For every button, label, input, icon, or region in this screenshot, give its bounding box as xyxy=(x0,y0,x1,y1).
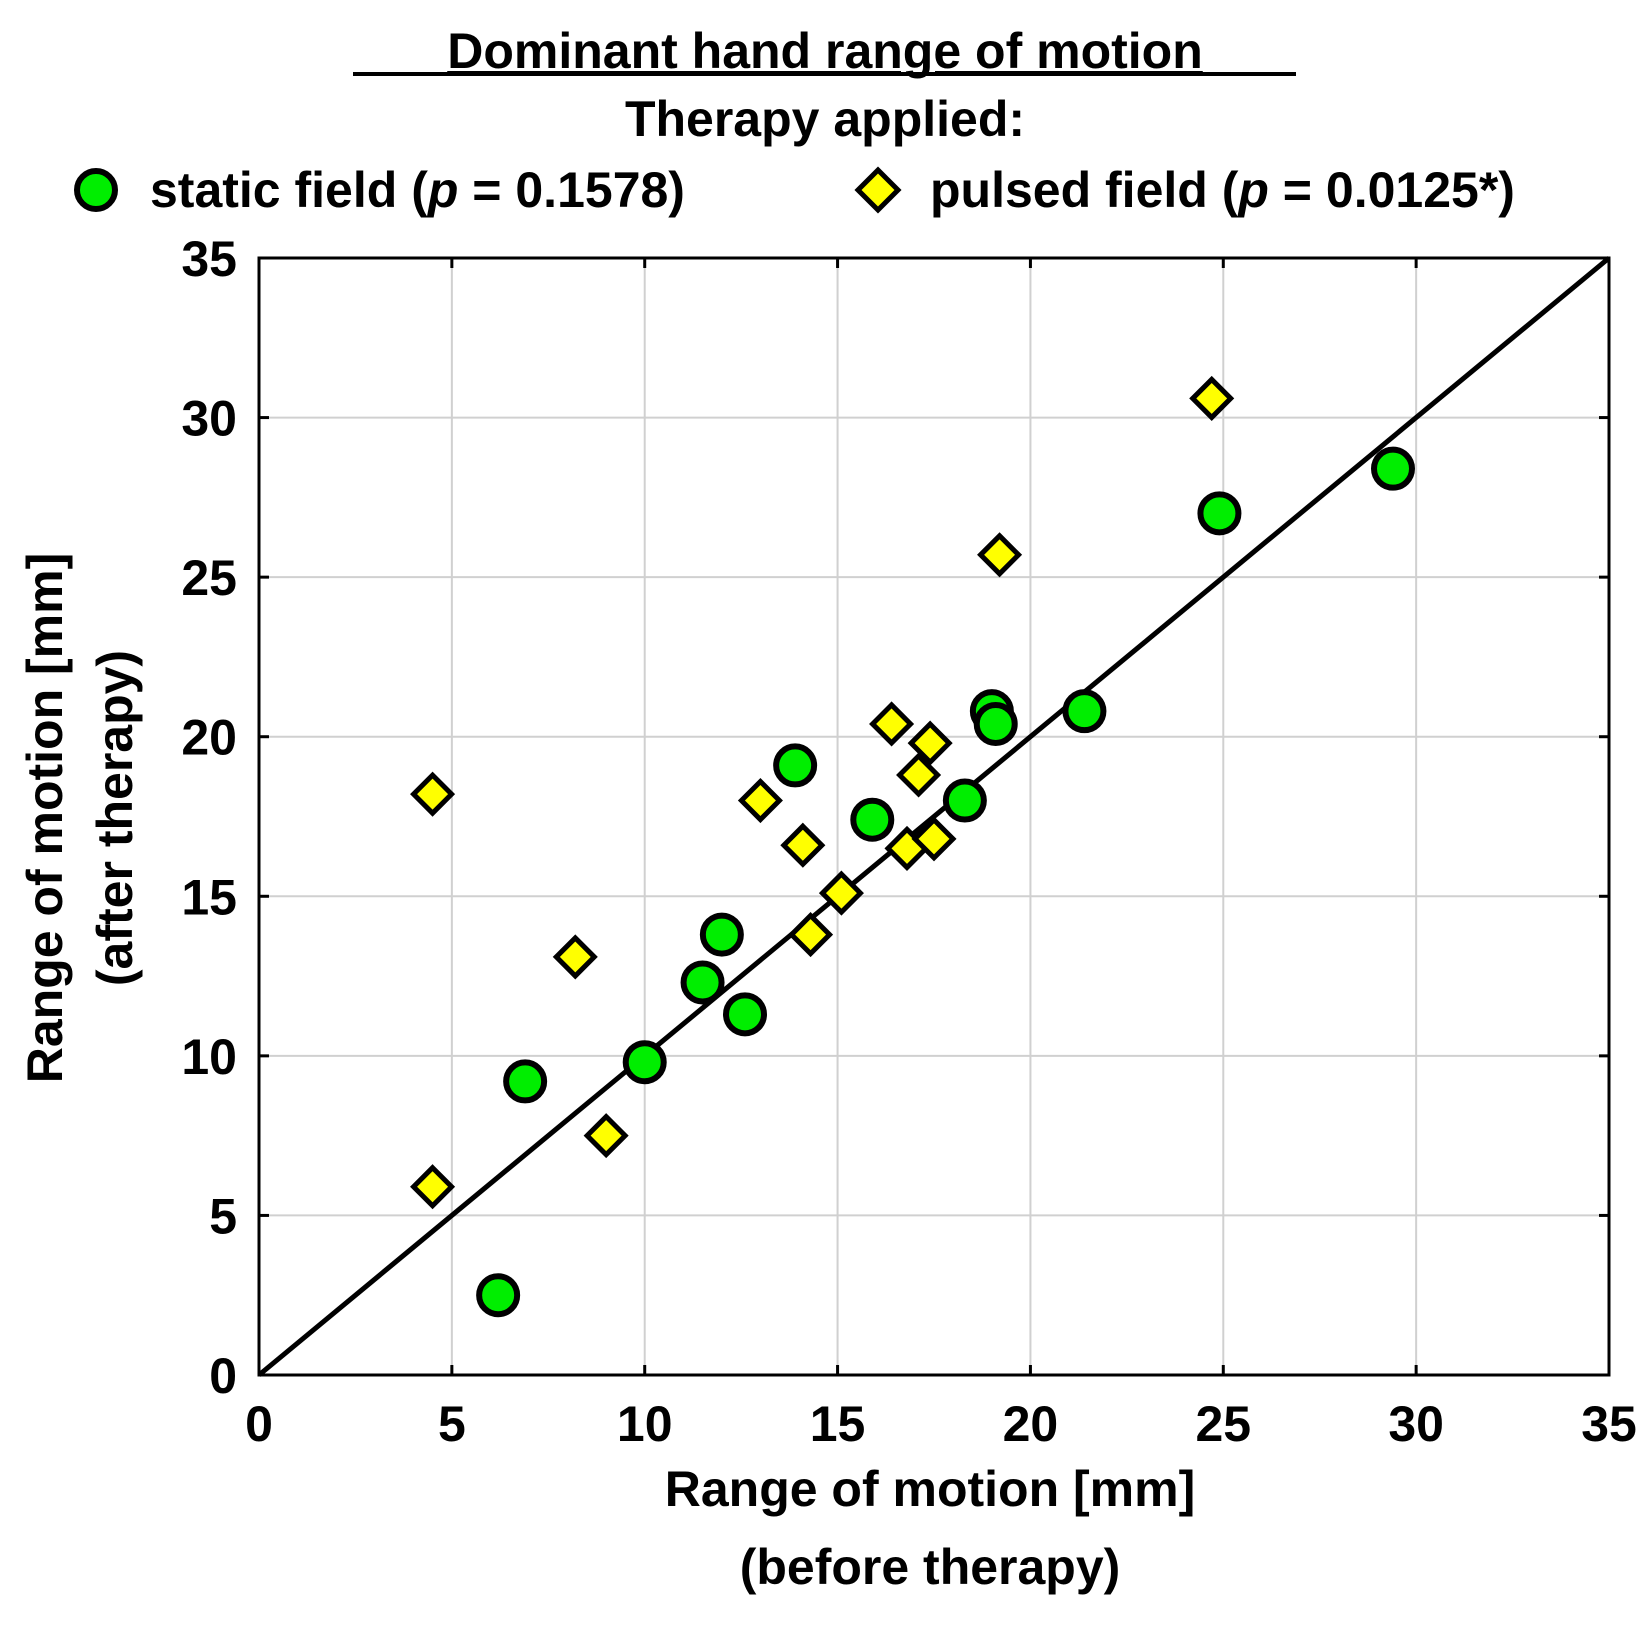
y-tick-labels: 0 5 10 15 20 25 30 35 xyxy=(181,231,237,1404)
y-tick-label: 0 xyxy=(209,1348,237,1404)
legend-pulsed-marker xyxy=(854,166,902,214)
static-field-point xyxy=(1371,446,1415,491)
pulsed-field-point xyxy=(818,870,864,916)
x-axis-label-line2: (before therapy) xyxy=(740,1539,1121,1595)
y-tick-label: 20 xyxy=(181,710,237,766)
tick-marks xyxy=(257,256,1611,1377)
legend-pulsed-name: pulsed field xyxy=(930,162,1208,218)
static-field-point xyxy=(773,743,818,788)
x-tick-label: 30 xyxy=(1388,1396,1444,1452)
series-static-field xyxy=(476,446,1415,1318)
pulsed-field-point xyxy=(911,816,957,862)
static-field-point xyxy=(723,992,767,1037)
static-field-point xyxy=(942,778,987,823)
pulsed-field-point xyxy=(896,752,942,798)
static-field-point xyxy=(476,1273,521,1318)
x-axis-label-line1: Range of motion [mm] xyxy=(665,1461,1196,1517)
x-tick-label: 15 xyxy=(810,1396,866,1452)
y-tick-label: 30 xyxy=(181,391,237,447)
pulsed-field-point xyxy=(780,822,826,868)
static-field-point xyxy=(622,1040,667,1085)
y-tick-label: 5 xyxy=(209,1188,237,1244)
pulsed-field-point xyxy=(737,778,783,824)
y-axis-label-line1: Range of motion [mm] xyxy=(17,553,73,1084)
static-field-point xyxy=(503,1059,548,1104)
legend-static-name: static field xyxy=(150,162,397,218)
legend-static-p: p xyxy=(426,162,459,218)
legend-static-pvalue: = 0.1578) xyxy=(458,162,685,218)
static-field-point xyxy=(1062,689,1107,734)
x-tick-label: 20 xyxy=(1003,1396,1059,1452)
pulsed-field-point xyxy=(410,1164,456,1210)
y-tick-label: 15 xyxy=(181,869,237,925)
y-tick-label: 35 xyxy=(181,231,237,287)
grid xyxy=(259,258,1609,1375)
x-tick-label: 5 xyxy=(438,1396,466,1452)
legend-pulsed-p: p xyxy=(1236,162,1269,218)
series-pulsed-field xyxy=(410,375,1235,1210)
chart-subtitle: Therapy applied: xyxy=(625,91,1025,147)
legend-static-label: static field (p = 0.1578) xyxy=(150,162,685,218)
pulsed-field-point xyxy=(788,912,834,958)
y-tick-label: 25 xyxy=(181,550,237,606)
legend-pulsed-pvalue: = 0.0125*) xyxy=(1269,162,1515,218)
pulsed-field-point xyxy=(1189,375,1235,421)
static-field-point xyxy=(699,912,744,957)
pulsed-field-point xyxy=(977,532,1023,578)
x-tick-label: 10 xyxy=(617,1396,673,1452)
x-tick-labels: 0 5 10 15 20 25 30 35 xyxy=(245,1396,1637,1452)
x-tick-label: 25 xyxy=(1195,1396,1251,1452)
static-field-point xyxy=(973,701,1018,746)
static-field-point xyxy=(1197,491,1242,536)
pulsed-field-point xyxy=(552,934,598,980)
pulsed-field-point xyxy=(907,720,953,766)
chart-title: Dominant hand range of motion xyxy=(447,23,1203,79)
static-field-point xyxy=(680,960,725,1005)
x-tick-label: 0 xyxy=(245,1396,273,1452)
pulsed-field-point xyxy=(410,771,456,817)
y-axis-label-line2: (after therapy) xyxy=(87,650,143,986)
legend-static-marker xyxy=(74,168,118,212)
x-tick-label: 35 xyxy=(1581,1396,1637,1452)
legend: static field (p = 0.1578) pulsed field (… xyxy=(74,162,1515,218)
y-tick-label: 10 xyxy=(181,1029,237,1085)
legend-pulsed-label: pulsed field (p = 0.0125*) xyxy=(930,162,1515,218)
pulsed-field-point xyxy=(869,701,915,747)
plot-frame xyxy=(257,256,1611,1377)
static-field-point xyxy=(850,797,895,842)
pulsed-field-point xyxy=(583,1113,629,1159)
